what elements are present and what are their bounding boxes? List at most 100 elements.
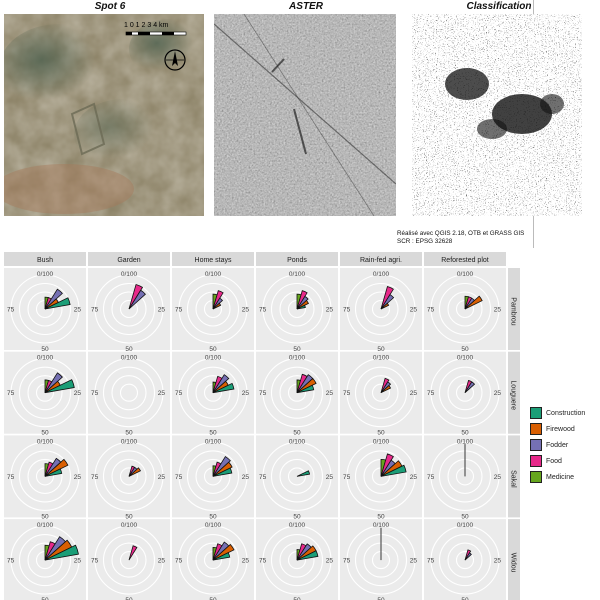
axis-tick-label: 50: [377, 346, 385, 353]
axis-tick-label: 25: [74, 307, 82, 314]
grid-circle: [279, 291, 315, 327]
grid-circle: [10, 441, 80, 511]
grid-circle: [346, 358, 416, 428]
facet-strip-bush: [4, 252, 86, 266]
legend-item-food: Food: [530, 453, 585, 469]
axis-tick-label: 50: [41, 430, 49, 437]
axis-tick-label: 0/100: [289, 522, 306, 529]
axis-tick-label: 50: [293, 597, 301, 600]
axis-tick-label: 50: [461, 430, 469, 437]
wedge-fodder: [380, 294, 395, 310]
axis-tick-label: 25: [326, 558, 334, 565]
grid-circle: [27, 375, 63, 411]
grid-circle: [195, 291, 231, 327]
axis-tick-label: 25: [326, 390, 334, 397]
grid-circle: [438, 534, 492, 587]
axis-tick-label: 0/100: [289, 438, 306, 445]
axis-tick-label: 50: [209, 430, 217, 437]
axis-tick-label: 25: [494, 558, 502, 565]
facet-strip-garden: [88, 252, 170, 266]
axis-tick-label: 25: [326, 474, 334, 481]
axis-tick-label: 0/100: [289, 271, 306, 278]
axis-tick-label: 25: [242, 558, 250, 565]
wedge-fodder: [464, 381, 476, 393]
wedge-fodder: [44, 288, 63, 310]
spot6-title: Spot 6: [94, 1, 126, 12]
grid-circle: [287, 467, 307, 486]
grid-circle: [18, 450, 72, 503]
facet-strip-home-stays: [172, 252, 254, 266]
axis-tick-label: 0/100: [205, 355, 222, 362]
axis-tick-label: 50: [209, 597, 217, 600]
axis-tick-label: 50: [293, 346, 301, 353]
grid-circle: [119, 551, 139, 570]
axis-tick-label: 0/100: [373, 271, 390, 278]
divider-line: [533, 216, 534, 248]
facet-col-label: Reforested plot: [441, 257, 489, 264]
facet-col-label: Bush: [37, 257, 53, 264]
facet-strip-louguere: [508, 351, 520, 434]
wedge-construction: [296, 304, 306, 310]
legend-item-firewood: Firewood: [530, 421, 585, 437]
grid-circle: [447, 291, 483, 327]
facet-strip-ponds: [256, 252, 338, 266]
axis-tick-label: 25: [158, 307, 166, 314]
facet-row-label: Sakal: [510, 470, 517, 488]
grid-circle: [178, 358, 248, 428]
grid-circle: [18, 534, 72, 587]
facet-col-label: Home stays: [195, 257, 232, 264]
facet-strip-rain-fed-agri: [340, 252, 422, 266]
axis-tick-label: 75: [7, 474, 15, 481]
classification-image: [412, 14, 582, 216]
wedge-fodder: [128, 289, 146, 310]
axis-tick-label: 50: [125, 513, 133, 520]
grid-circle: [430, 441, 500, 511]
axis-tick-label: 75: [427, 307, 435, 314]
facet-row-label: Widou: [510, 553, 517, 573]
wedge-firewood: [212, 302, 222, 310]
wedge-fodder: [464, 552, 472, 561]
axis-tick-label: 75: [7, 307, 15, 314]
legend-swatch-firewood: [530, 423, 542, 435]
wedge-construction: [44, 297, 71, 310]
facet-strip-pambrou: [508, 268, 520, 350]
wedge-construction: [212, 382, 235, 394]
grid-circle: [102, 450, 156, 503]
axis-tick-label: 75: [259, 474, 267, 481]
axis-tick-label: 75: [91, 474, 99, 481]
grid-circle: [195, 458, 231, 494]
wedge-construction: [296, 384, 315, 394]
legend-item-construction: Construction: [530, 405, 585, 421]
grid-circle: [270, 534, 324, 587]
axis-tick-label: 75: [259, 307, 267, 314]
facet-col-label: Garden: [117, 257, 140, 264]
classification-title: Classification: [466, 1, 532, 12]
grid-circle: [270, 282, 324, 336]
grid-circle: [430, 525, 500, 595]
axis-tick-label: 75: [7, 390, 15, 397]
axis-tick-label: 0/100: [373, 438, 390, 445]
wedge-fodder: [380, 381, 392, 393]
wedge-firewood: [212, 543, 235, 561]
axis-tick-label: 0/100: [373, 355, 390, 362]
axis-tick-label: 50: [209, 513, 217, 520]
grid-circle: [447, 375, 483, 411]
axis-tick-label: 0/100: [37, 438, 54, 445]
grid-circle: [354, 282, 408, 336]
axis-tick-label: 50: [125, 346, 133, 353]
grid-circle: [363, 291, 399, 327]
credit-line-2: SCR : EPSG 32628: [397, 238, 453, 245]
axis-tick-label: 50: [461, 597, 469, 600]
facet-strip-reforested-plot: [424, 252, 506, 266]
axis-tick-label: 0/100: [457, 438, 474, 445]
axis-tick-label: 0/100: [457, 355, 474, 362]
grid-circle: [346, 525, 416, 595]
axis-tick-label: 50: [41, 513, 49, 520]
aster-image: [214, 14, 396, 216]
grid-circle: [438, 282, 492, 336]
grid-circle: [18, 282, 72, 336]
axis-tick-label: 50: [377, 430, 385, 437]
axis-tick-label: 50: [209, 346, 217, 353]
legend-item-fodder: Fodder: [530, 437, 585, 453]
legend-swatch-construction: [530, 407, 542, 419]
